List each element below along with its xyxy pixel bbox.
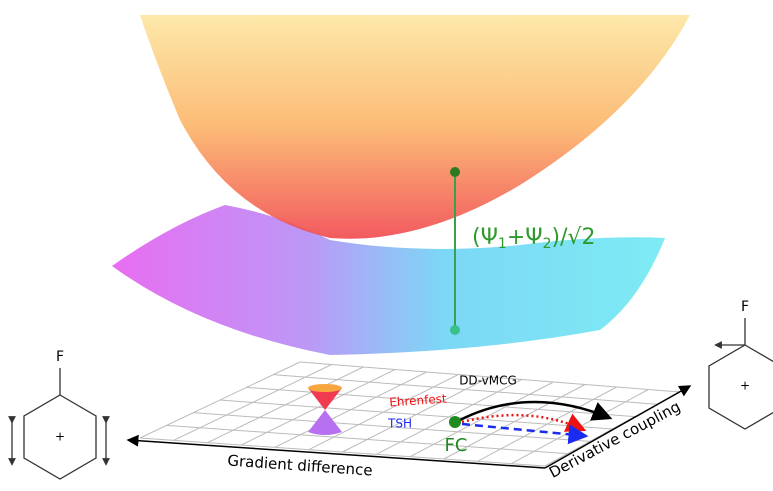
- label-part: (Ψ: [472, 225, 498, 250]
- label-subscript: 2: [543, 236, 552, 252]
- tsh-label: TSH: [387, 417, 412, 431]
- label-subscript: 1: [498, 236, 507, 252]
- cone-top: [308, 384, 342, 392]
- fc-label: FC: [445, 435, 468, 456]
- upper-point: [450, 167, 460, 177]
- ring-center: +: [55, 430, 65, 444]
- lower-point: [450, 325, 460, 335]
- left-molecule: [12, 368, 106, 479]
- figure: (Ψ1+Ψ2)/√2 Gradient difference Derivativ…: [0, 0, 773, 491]
- cone-lower: [308, 410, 342, 435]
- dd-vmcg-label: DD-vMCG: [459, 374, 517, 388]
- label-part: )/√2: [552, 225, 596, 250]
- right-molecule: [709, 318, 773, 429]
- ring-center: +: [740, 379, 750, 393]
- ehrenfest-label: Ehrenfest: [389, 391, 448, 409]
- left-substituent: F: [56, 349, 64, 365]
- state-label: (Ψ1+Ψ2)/√2: [472, 225, 596, 252]
- label-part: +Ψ: [507, 225, 543, 250]
- fc-point: [449, 416, 461, 428]
- upper-surface: [140, 15, 690, 239]
- right-substituent: F: [741, 299, 749, 315]
